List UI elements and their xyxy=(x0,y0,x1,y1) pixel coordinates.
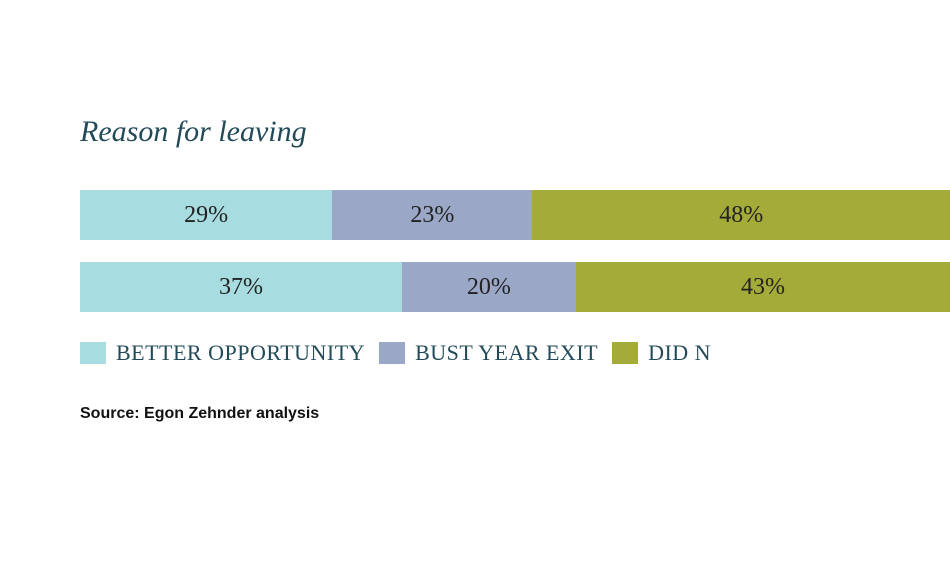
legend-swatch xyxy=(379,342,405,364)
legend-swatch xyxy=(612,342,638,364)
bar-row: 37% 20% 43% xyxy=(80,262,950,312)
legend-label: BUST YEAR EXIT xyxy=(415,340,598,366)
bar-segment: 43% xyxy=(576,262,950,312)
legend-label: BETTER OPPORTUNITY xyxy=(116,340,365,366)
source-text: Source: Egon Zehnder analysis xyxy=(80,405,319,423)
chart-container: Reason for leaving 29% 23% 48% 37% 20% 4… xyxy=(0,0,950,570)
legend-label: DID N xyxy=(648,340,711,366)
legend-item: DID N xyxy=(612,340,711,366)
legend-item: BUST YEAR EXIT xyxy=(379,340,598,366)
bar-segment: 29% xyxy=(80,190,332,240)
legend-swatch xyxy=(80,342,106,364)
bar-row: 29% 23% 48% xyxy=(80,190,950,240)
bar-segment: 48% xyxy=(532,190,950,240)
bar-segment: 37% xyxy=(80,262,402,312)
legend-item: BETTER OPPORTUNITY xyxy=(80,340,365,366)
bar-segment: 23% xyxy=(332,190,532,240)
stacked-bars: 29% 23% 48% 37% 20% 43% xyxy=(80,190,950,334)
chart-title: Reason for leaving xyxy=(80,115,307,149)
legend: BETTER OPPORTUNITY BUST YEAR EXIT DID N xyxy=(80,340,711,366)
bar-segment: 20% xyxy=(402,262,576,312)
